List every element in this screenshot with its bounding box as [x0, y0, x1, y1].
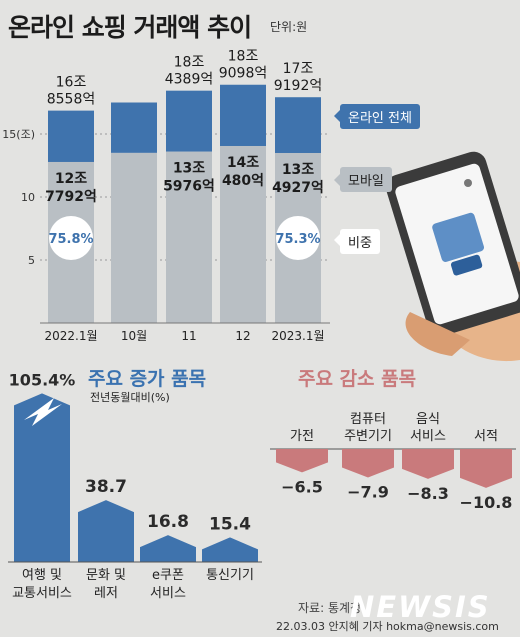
decrease-value-label: −7.9	[347, 482, 389, 501]
decrease-section-title: 주요 감소 품목	[298, 368, 417, 390]
total-value-label-line-2: 9098억	[219, 66, 268, 82]
mobile-value-label-line-2: 5976억	[163, 179, 215, 195]
legend-pointer	[334, 234, 340, 246]
x-tick-label: 11	[181, 329, 196, 343]
total-value-label-line-1: 18조	[228, 49, 259, 65]
online-total-bar	[275, 97, 321, 153]
total-value-label-line-2: 4389억	[165, 72, 214, 88]
mobile-value-label-line-2: 480억	[222, 173, 264, 189]
thumb-shape	[405, 312, 470, 356]
increase-bar	[140, 535, 196, 562]
increase-category-label-line-1: 문화 및	[86, 568, 126, 583]
phone-camera-icon	[464, 179, 472, 187]
decrease-category-label-line-1: 음식	[416, 412, 440, 427]
share-value-label: 75.8%	[48, 232, 93, 247]
mobile-bar	[166, 151, 212, 323]
decrease-bar	[342, 449, 394, 478]
increase-value-label: 105.4%	[9, 370, 76, 389]
source-note: 자료: 통계청	[298, 601, 362, 615]
decrease-bar	[402, 449, 454, 479]
mobile-bar	[220, 145, 266, 323]
increase-category-label-line-2: 레저	[94, 586, 118, 601]
decrease-category-label-line-1: 서적	[474, 429, 498, 444]
x-tick-label: 12	[235, 329, 250, 343]
increase-category-label-line-2: 교통서비스	[12, 586, 72, 601]
increase-bar	[78, 500, 134, 562]
mobile-value-label-line-1: 12조	[55, 171, 87, 187]
share-circle	[49, 216, 93, 260]
decrease-value-label: −8.3	[407, 484, 449, 503]
decrease-value-label: −10.8	[460, 493, 513, 512]
online-total-bar	[48, 110, 94, 162]
share-circle	[276, 216, 320, 260]
share-value-label: 75.3%	[275, 232, 320, 247]
mobile-value-label-line-1: 14조	[227, 155, 259, 171]
increase-value-label: 38.7	[85, 477, 127, 497]
x-tick-label: 2022.1월	[44, 329, 97, 343]
byline: 22.03.03 안지혜 기자 hokma@newsis.com	[276, 620, 499, 633]
newsis-logo: NEWSIS	[350, 590, 491, 624]
truck-icon-body	[432, 212, 485, 262]
increase-bar	[202, 537, 258, 562]
online-total-bar	[166, 90, 212, 152]
increase-value-label: 16.8	[147, 512, 189, 532]
increase-category-label-line-1: e쿠폰	[152, 568, 184, 583]
increase-section-title: 주요 증가 품목	[88, 368, 207, 390]
total-value-label-line-1: 16조	[56, 75, 87, 91]
increase-category-label-line-1: 여행 및	[22, 567, 62, 583]
online-total-bar	[111, 102, 157, 153]
increase-bar	[14, 393, 70, 562]
decrease-value-label: −6.5	[281, 477, 323, 496]
x-tick-label: 2023.1월	[271, 329, 324, 343]
mobile-value-label-line-1: 13조	[282, 162, 314, 178]
increase-section-subtitle: 전년동월대비(%)	[90, 391, 170, 404]
decrease-category-label-line-1: 컴퓨터	[350, 412, 386, 427]
truck-icon-bumper	[450, 254, 483, 276]
decrease-category-label-line-2: 서비스	[410, 429, 446, 444]
legend-share: 비중	[340, 229, 380, 254]
total-value-label-line-1: 18조	[174, 55, 205, 71]
y-tick-label: 15(조)	[2, 128, 35, 141]
total-value-label-line-2: 9192억	[274, 78, 323, 94]
mobile-value-label-line-1: 13조	[173, 161, 205, 177]
y-tick-label: 10	[21, 191, 35, 204]
legend-pointer	[334, 174, 340, 186]
x-tick-label: 10월	[121, 329, 147, 343]
unit-label: 단위:원	[270, 20, 308, 34]
online-total-bar	[220, 84, 266, 146]
decrease-category-label-line-2: 주변기기	[344, 429, 392, 444]
legend-pointer	[334, 110, 340, 122]
mobile-value-label-line-2: 4927억	[272, 180, 324, 196]
mobile-bar	[111, 152, 157, 323]
decrease-category-label-line-1: 가전	[290, 429, 314, 444]
page-title: 온라인 쇼핑 거래액 추이	[8, 13, 252, 42]
legend-online-total: 온라인 전체	[340, 104, 420, 129]
mobile-value-label-line-2: 7792억	[45, 189, 97, 205]
total-value-label-line-2: 8558억	[47, 92, 96, 108]
y-tick-label: 5	[28, 254, 35, 267]
axis-break-icon	[24, 398, 62, 426]
increase-category-label-line-2: 서비스	[150, 586, 186, 601]
increase-value-label: 15.4	[209, 514, 251, 534]
decrease-bar	[460, 449, 512, 488]
legend-mobile: 모바일	[340, 167, 392, 192]
decrease-bar	[276, 449, 328, 473]
total-value-label-line-1: 17조	[283, 61, 314, 77]
increase-category-label-line-1: 통신기기	[206, 568, 254, 583]
